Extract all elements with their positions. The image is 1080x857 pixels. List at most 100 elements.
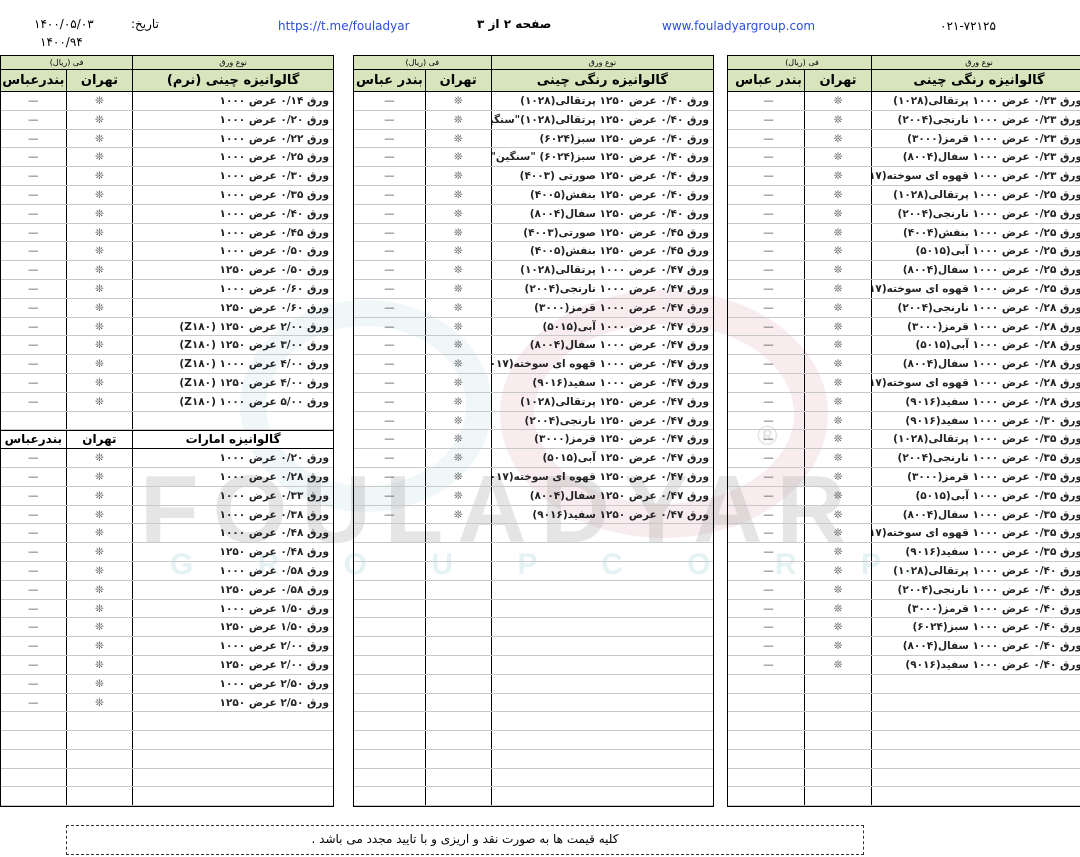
table-row: ورق ۰/۵۸ عرض ۱۰۰۰ ❊ — [1, 561, 333, 581]
empty-cell [354, 600, 425, 618]
table-row: ورق ۰/۲۸ عرض ۱۰۰۰ قهوه ای سوخته(۸۰۱۷)❊ — [728, 373, 1080, 393]
bandar-abbas-price: — [28, 489, 39, 502]
tehran-price: ❊ [804, 637, 871, 655]
empty-row [728, 787, 1080, 807]
phone-number: ۰۲۱-۷۲۱۲۵ [940, 19, 996, 33]
bandar-abbas-price: — [763, 245, 774, 258]
empty-cell [132, 749, 333, 768]
table-row: ورق ۰/۶۰ عرض ۱۰۰۰ ❊ — [1, 279, 333, 299]
bandar-abbas-price: — [28, 339, 39, 352]
bandar-abbas-price: — [384, 320, 395, 333]
empty-cell [424, 524, 491, 543]
tehran-price: ❊ [65, 129, 133, 148]
product-name: ورق ۰/۴۰ عرض ۱۲۵۰ سفال(۸۰۰۴) [490, 204, 713, 223]
bandar-abbas-price: — [28, 207, 39, 220]
empty-cell [490, 618, 713, 637]
table-row: ورق ۰/۲۳ عرض ۱۰۰۰ سفال(۸۰۰۴) ❊ — [728, 148, 1080, 168]
table-row: ورق ۰/۱۴ عرض ۱۰۰۰ ❊ — [1, 92, 333, 111]
product-name: ورق ۰/۲۳ عرض ۱۰۰۰ سفال(۸۰۰۴) [871, 148, 1080, 167]
empty-cell [132, 712, 333, 731]
tehran-price: ❊ [804, 599, 871, 618]
empty-cell [132, 411, 333, 430]
empty-row [354, 731, 713, 750]
empty-cell [424, 599, 491, 618]
tehran-price: ❊ [424, 167, 491, 185]
empty-cell [424, 749, 491, 768]
product-name: ورق ۰/۴۸ عرض ۱۰۰۰ [132, 524, 333, 543]
tehran-price: ❊ [65, 543, 133, 561]
table-row: ورق ۰/۲۵ عرض ۱۰۰۰ قهوه ای سوخته(۸۰۱۷)❊ — [728, 279, 1080, 299]
empty-row [728, 712, 1080, 732]
empty-cell [871, 749, 1080, 768]
empty-cell [871, 731, 1080, 749]
empty-row [354, 655, 713, 675]
tehran-price: ❊ [424, 261, 491, 279]
table-row: ورق ۰/۴۰ عرض ۱۰۰۰ سفید(۹۰۱۶) ❊ — [728, 655, 1080, 675]
empty-cell [490, 731, 713, 749]
date-label: تاریخ: [131, 17, 159, 31]
empty-cell [733, 694, 804, 712]
product-name: ورق ۰/۲۵ عرض ۱۰۰۰ [132, 148, 333, 167]
empty-cell [424, 731, 491, 749]
bandar-abbas-price: — [763, 358, 774, 371]
price-group-header: فی (ریال) [49, 58, 84, 67]
bandar-abbas-price: — [384, 376, 395, 389]
product-name: ورق ۰/۵۰ عرض ۱۲۵۰ [132, 261, 333, 279]
table-row: ورق ۰/۲۵ عرض ۱۰۰۰ ❊ — [1, 148, 333, 168]
table-row: ورق ۰/۴۷ عرض ۱۰۰۰ قرمز(۳۰۰۰) ❊ — [354, 298, 713, 318]
table-row: ورق ۰/۳۳ عرض ۱۰۰۰ ❊ — [1, 486, 333, 506]
table-row: ورق ۲/۰۰ عرض ۱۰۰۰ ❊ — [1, 637, 333, 656]
page-indicator: صفحه ۲ از ۳ [477, 17, 552, 31]
column-header-row: گالوانیزه رنگی چینی تهران بندر عباس [354, 70, 713, 92]
tehran-price: ❊ [65, 599, 133, 618]
telegram-link[interactable]: https://t.me/fouladyar [278, 19, 410, 33]
table-row: ورق ۰/۵۰ عرض ۱۲۵۰ ❊ — [1, 261, 333, 280]
table-row: ورق ۲/۵۰ عرض ۱۲۵۰ ❊ — [1, 693, 333, 713]
empty-cell [733, 675, 804, 693]
empty-cell [354, 731, 425, 749]
product-name: ورق ۰/۲۳ عرض ۱۰۰۰ قهوه ای سوخته(۸۰۱۷) [871, 167, 1080, 185]
tehran-price: ❊ [804, 92, 871, 110]
bandar-abbas-price: — [28, 395, 39, 408]
tehran-price: ❊ [804, 336, 871, 355]
bandar-abbas-price: — [384, 282, 395, 295]
table-row: ورق ۰/۲۸ عرض ۱۰۰۰ سفید(۹۰۱۶) ❊ — [728, 392, 1080, 412]
bandar-abbas-price: — [763, 188, 774, 201]
website-link[interactable]: www.fouladyargroup.com [662, 19, 816, 33]
empty-row [354, 599, 713, 619]
type-group-header: نوع ورق [490, 56, 713, 69]
product-name: ورق ۰/۲۸ عرض ۱۰۰۰ آبی(۵۰۱۵) [871, 336, 1080, 355]
empty-row [354, 618, 713, 638]
product-name: ورق ۰/۳۰ عرض ۱۰۰۰ [132, 167, 333, 185]
empty-cell [354, 543, 425, 561]
tehran-price: ❊ [804, 411, 871, 430]
product-name: ورق ۱/۵۰ عرض ۱۰۰۰ [132, 599, 333, 618]
tehran-price: ❊ [65, 693, 133, 712]
table-row: ورق ۰/۴۷ عرض ۱۲۵۰ قهوه ای سوخته(۸۰۱۷)❊ — [354, 467, 713, 487]
bandar-abbas-price: — [763, 470, 774, 483]
bandar-abbas-price: — [763, 489, 774, 502]
empty-row [1, 768, 333, 788]
bandar-abbas-price: — [763, 414, 774, 427]
bandar-abbas-price: — [384, 188, 395, 201]
empty-cell [1, 750, 66, 768]
empty-row [728, 768, 1080, 788]
product-name: ورق ۰/۴۰ عرض ۱۲۵۰ پرتقالی(۱۰۲۸) [490, 92, 713, 110]
product-name: ورق ۰/۴۰ عرض ۱۰۰۰ قرمز(۳۰۰۰) [871, 599, 1080, 618]
empty-cell [65, 768, 133, 787]
table-row: ورق ۴/۰۰ عرض ۱۰۰۰ (Z۱۸۰) ❊ — [1, 355, 333, 374]
bandar-abbas-price: — [28, 564, 39, 577]
tehran-price: ❊ [424, 486, 491, 505]
tehran-column-header: تهران [424, 70, 491, 91]
bandar-abbas-price: — [384, 132, 395, 145]
group-header-row: نوع ورق فی (ریال) [354, 56, 713, 70]
product-name: ورق ۲/۵۰ عرض ۱۲۵۰ [132, 693, 333, 712]
table-row: ورق ۲/۰۰ عرض ۱۲۵۰ (Z۱۸۰) ❊ — [1, 317, 333, 337]
bandar-abbas-price: — [763, 113, 774, 126]
product-name: ورق ۰/۳۵ عرض ۱۰۰۰ قرمز(۳۰۰۰) [871, 467, 1080, 486]
column-header-row: گالوانیزه چینی (نرم) تهران بندرعباس [1, 70, 333, 92]
product-name: ورق ۰/۴۵ عرض ۱۰۰۰ [132, 223, 333, 242]
product-name: ورق ۰/۴۵ عرض ۱۲۵۰ بنفش(۴۰۰۵) [490, 242, 713, 261]
empty-cell [354, 524, 425, 542]
bandar-abbas-price: — [28, 640, 39, 653]
